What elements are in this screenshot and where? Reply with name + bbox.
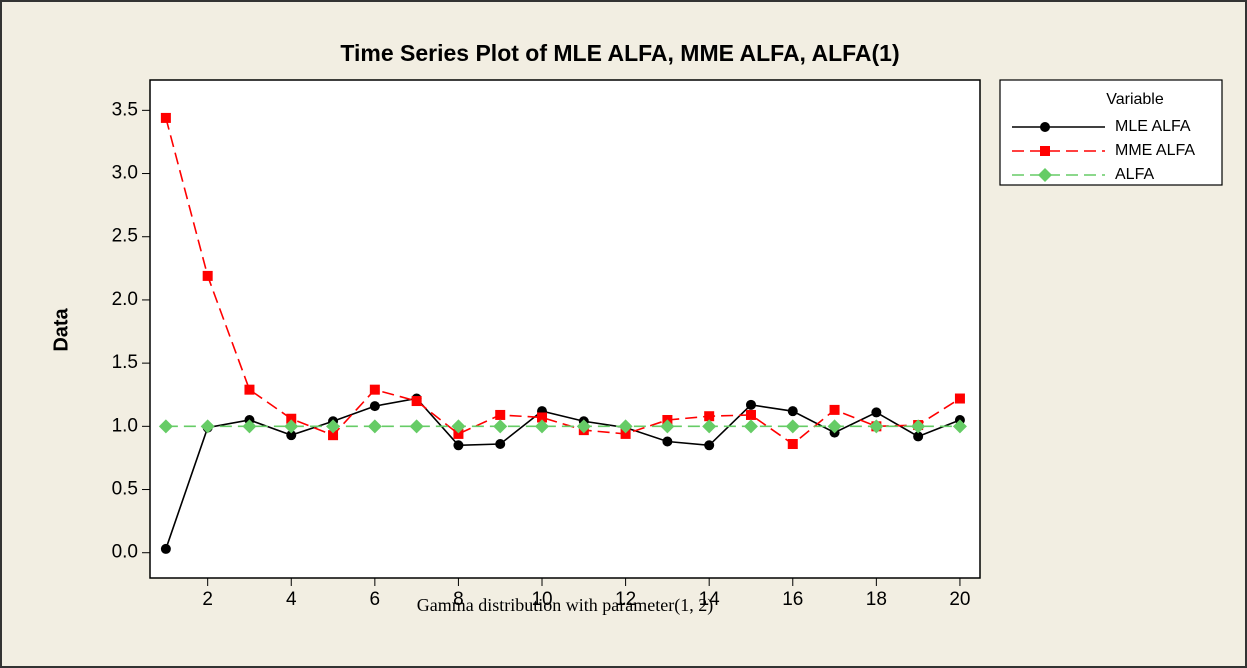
legend-label: MME ALFA	[1115, 142, 1195, 159]
marker	[913, 431, 924, 442]
marker	[328, 430, 339, 441]
marker	[745, 409, 756, 420]
marker	[537, 412, 548, 423]
marker	[286, 413, 297, 424]
marker	[453, 428, 464, 439]
y-tick-label: 2.5	[112, 226, 138, 247]
marker	[952, 419, 967, 434]
marker	[871, 407, 882, 418]
y-tick-label: 0.5	[112, 479, 138, 500]
marker	[286, 430, 297, 441]
marker	[827, 419, 842, 434]
marker	[662, 436, 673, 447]
marker	[495, 439, 506, 450]
y-tick-label: 1.5	[112, 352, 138, 373]
marker	[785, 419, 800, 434]
marker	[702, 419, 717, 434]
marker	[660, 419, 675, 434]
y-tick-label: 1.0	[112, 415, 138, 436]
marker	[704, 411, 715, 422]
y-tick-label: 3.0	[112, 163, 138, 184]
marker	[493, 419, 508, 434]
marker	[160, 543, 171, 554]
y-tick-label: 0.0	[112, 542, 138, 563]
marker	[911, 419, 926, 434]
marker	[620, 428, 631, 439]
legend-box	[999, 79, 1223, 186]
marker	[743, 419, 758, 434]
marker	[453, 440, 464, 451]
x-tick-label: 16	[782, 589, 803, 610]
legend-label: MLE ALFA	[1115, 118, 1191, 135]
y-axis-label: Data	[50, 307, 72, 351]
legend-marker	[1038, 168, 1052, 182]
marker	[869, 419, 884, 434]
marker	[369, 384, 380, 395]
marker	[704, 440, 715, 451]
marker	[202, 270, 213, 281]
marker	[284, 419, 299, 434]
marker	[829, 404, 840, 415]
marker	[242, 419, 257, 434]
marker	[495, 409, 506, 420]
marker	[787, 406, 798, 417]
marker	[369, 401, 380, 412]
legend-marker	[1040, 122, 1050, 132]
marker	[326, 419, 341, 434]
marker	[200, 419, 215, 434]
marker	[787, 439, 798, 450]
marker	[535, 419, 550, 434]
y-tick-label: 2.0	[112, 289, 138, 310]
marker	[160, 112, 171, 123]
marker	[451, 419, 466, 434]
x-tick-label: 8	[453, 589, 464, 610]
x-tick-label: 2	[202, 589, 213, 610]
marker	[409, 419, 424, 434]
marker	[618, 419, 633, 434]
marker	[411, 396, 422, 407]
x-tick-label: 6	[370, 589, 381, 610]
x-tick-label: 14	[699, 589, 721, 610]
x-tick-label: 20	[949, 589, 970, 610]
legend-marker	[1040, 146, 1050, 156]
marker	[576, 419, 591, 434]
series-line	[165, 117, 961, 446]
x-tick-label: 12	[615, 589, 636, 610]
marker	[158, 419, 173, 434]
x-tick-label: 4	[286, 589, 297, 610]
x-axis-label: Gamma distribution with parameter(1, 2)	[417, 595, 713, 616]
legend-title: Variable	[1106, 91, 1164, 108]
marker	[954, 393, 965, 404]
series-line	[165, 397, 961, 550]
plot-area	[149, 79, 981, 579]
chart-title: Time Series Plot of MLE ALFA, MME ALFA, …	[340, 40, 899, 66]
marker	[367, 419, 382, 434]
y-tick-label: 3.5	[112, 99, 138, 120]
x-tick-label: 18	[866, 589, 887, 610]
marker	[745, 399, 756, 410]
legend-label: ALFA	[1115, 166, 1154, 183]
marker	[244, 384, 255, 395]
x-tick-label: 10	[531, 589, 552, 610]
